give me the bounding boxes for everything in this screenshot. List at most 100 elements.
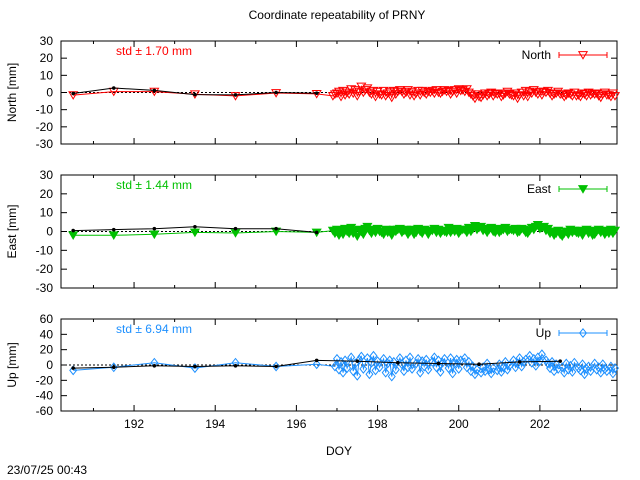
data-point: [537, 349, 546, 360]
data-point: [370, 92, 381, 102]
data-point: [468, 361, 477, 372]
y-axis-label: Up [mm]: [5, 342, 19, 387]
y-tick-label: -30: [36, 137, 54, 151]
data-point: [430, 352, 439, 363]
data-point: [446, 353, 455, 364]
data-point: [272, 361, 281, 372]
data-point: [364, 88, 375, 98]
daily-point: [274, 90, 278, 95]
data-point: [381, 367, 390, 378]
daily-point: [274, 226, 278, 231]
data-point: [149, 230, 160, 240]
data-point: [439, 86, 450, 95]
data-point: [69, 365, 78, 376]
data-point: [524, 87, 535, 97]
data-point: [518, 92, 529, 101]
data-point: [535, 356, 544, 367]
data-point: [498, 91, 509, 100]
data-point: [606, 361, 615, 372]
data-point: [550, 366, 559, 377]
data-point: [460, 353, 469, 364]
data-point: [579, 90, 590, 99]
y-tick-label: 20: [40, 343, 54, 357]
daily-point: [71, 91, 75, 96]
x-tick-label: 198: [368, 417, 388, 431]
data-point: [403, 362, 412, 373]
data-point: [346, 85, 357, 94]
data-point: [343, 363, 352, 374]
y-tick-label: -60: [36, 404, 54, 418]
data-point: [406, 87, 418, 97]
data-point: [509, 355, 518, 366]
data-point: [335, 92, 347, 102]
data-point: [472, 364, 481, 375]
data-point: [496, 92, 507, 102]
data-point: [489, 363, 498, 374]
data-point: [360, 86, 371, 95]
std-annotation: std ± 1.70 mm: [116, 44, 192, 58]
data-point: [420, 361, 429, 372]
daily-point: [111, 365, 116, 370]
data-point: [365, 369, 374, 380]
data-point: [455, 86, 466, 96]
daily-point: [233, 363, 238, 368]
data-point: [456, 355, 465, 366]
legend-label: North: [522, 48, 551, 62]
daily-point: [233, 226, 238, 231]
data-point: [577, 89, 588, 99]
data-point: [485, 364, 494, 375]
data-point: [359, 363, 368, 374]
data-point: [441, 87, 452, 97]
data-point: [500, 89, 511, 99]
data-point: [477, 91, 489, 100]
daily-point: [193, 364, 197, 369]
legend-marker: [578, 327, 588, 339]
data-point: [602, 366, 611, 377]
data-point: [592, 364, 601, 375]
y-tick-label: -20: [36, 373, 54, 387]
data-point: [424, 364, 433, 375]
daily-point: [111, 86, 116, 90]
data-point: [435, 89, 446, 99]
data-point: [501, 356, 510, 367]
y-tick-label: 0: [46, 86, 53, 100]
data-point: [389, 356, 398, 367]
data-point: [504, 90, 515, 99]
y-tick-label: 30: [40, 34, 54, 48]
data-point: [438, 357, 447, 368]
y-tick-label: -10: [36, 103, 54, 117]
y-tick-label: 40: [40, 327, 54, 341]
data-point: [436, 366, 445, 377]
y-tick-label: 0: [46, 225, 53, 239]
y-tick-label: 20: [40, 187, 54, 201]
daily-point: [477, 362, 481, 367]
daily-point: [193, 224, 197, 229]
data-point: [529, 353, 538, 364]
data-point: [559, 92, 570, 102]
data-point: [332, 353, 341, 364]
data-point: [406, 352, 415, 363]
data-point: [311, 90, 322, 99]
data-point: [482, 92, 493, 101]
daily-point: [152, 363, 157, 368]
data-point: [546, 92, 558, 101]
daily-point: [152, 88, 157, 93]
legend-label: Up: [536, 326, 552, 340]
data-point: [522, 92, 533, 102]
daily-point: [558, 359, 562, 363]
daily-point: [436, 361, 441, 366]
daily-point: [71, 366, 75, 370]
plot-timestamp: 23/07/25 00:43: [7, 463, 87, 477]
x-tick-label: 202: [530, 417, 550, 431]
data-point: [312, 359, 321, 370]
data-point: [603, 91, 614, 100]
daily-point: [314, 358, 319, 363]
x-tick-label: 196: [286, 417, 306, 431]
data-point: [339, 367, 348, 378]
y-tick-label: -40: [36, 389, 54, 403]
daily-point: [111, 227, 116, 232]
legend-marker: [577, 185, 589, 194]
data-point: [552, 359, 561, 370]
data-point: [352, 232, 363, 241]
